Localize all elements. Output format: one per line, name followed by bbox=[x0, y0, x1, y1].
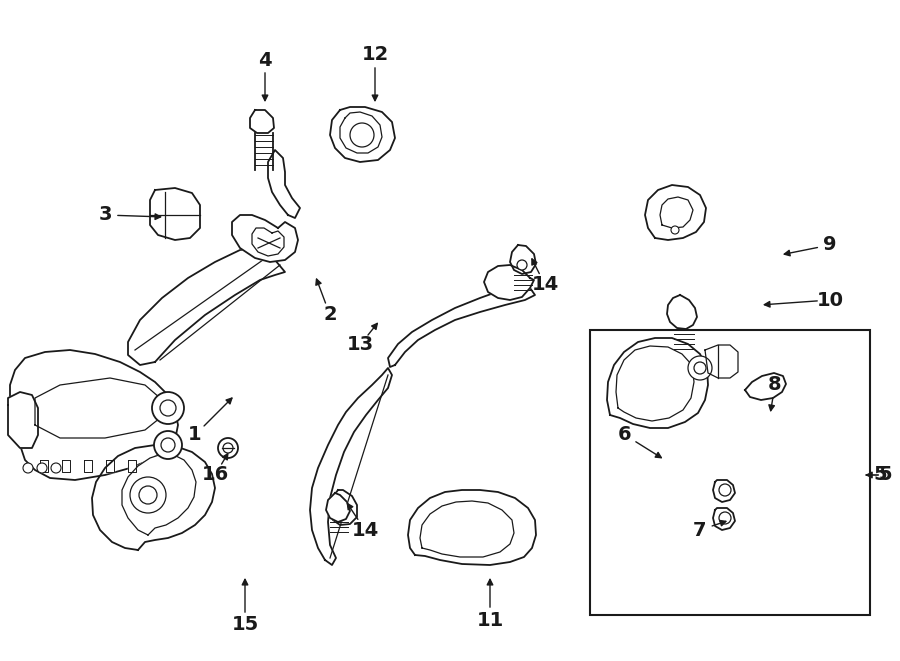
Circle shape bbox=[517, 260, 527, 270]
Circle shape bbox=[719, 484, 731, 496]
Polygon shape bbox=[232, 215, 298, 262]
Text: 11: 11 bbox=[476, 611, 504, 629]
Text: 16: 16 bbox=[202, 465, 229, 485]
Polygon shape bbox=[484, 265, 534, 300]
Text: 14: 14 bbox=[351, 520, 379, 539]
Polygon shape bbox=[340, 112, 382, 153]
Polygon shape bbox=[705, 345, 738, 378]
Circle shape bbox=[139, 486, 157, 504]
Text: 8: 8 bbox=[769, 375, 782, 395]
Circle shape bbox=[130, 477, 166, 513]
Circle shape bbox=[161, 438, 175, 452]
Polygon shape bbox=[35, 378, 160, 438]
Circle shape bbox=[688, 356, 712, 380]
Polygon shape bbox=[62, 460, 70, 472]
Polygon shape bbox=[510, 245, 536, 274]
Polygon shape bbox=[128, 460, 136, 472]
Polygon shape bbox=[310, 368, 392, 565]
Polygon shape bbox=[40, 460, 48, 472]
Polygon shape bbox=[713, 508, 735, 530]
Polygon shape bbox=[420, 501, 514, 557]
Polygon shape bbox=[268, 150, 300, 218]
Circle shape bbox=[152, 392, 184, 424]
Circle shape bbox=[719, 512, 731, 524]
Text: 9: 9 bbox=[824, 235, 837, 254]
Text: 6: 6 bbox=[618, 426, 632, 444]
Text: 5: 5 bbox=[878, 465, 892, 485]
Polygon shape bbox=[713, 480, 735, 502]
Polygon shape bbox=[745, 373, 786, 400]
Polygon shape bbox=[92, 445, 215, 550]
Circle shape bbox=[23, 463, 33, 473]
Polygon shape bbox=[8, 392, 38, 448]
Text: 5: 5 bbox=[873, 465, 886, 485]
Polygon shape bbox=[150, 188, 200, 240]
Polygon shape bbox=[607, 338, 708, 428]
Circle shape bbox=[671, 226, 679, 234]
Circle shape bbox=[350, 123, 374, 147]
Circle shape bbox=[51, 463, 61, 473]
Polygon shape bbox=[122, 454, 196, 535]
Polygon shape bbox=[667, 295, 697, 329]
Polygon shape bbox=[330, 490, 357, 525]
Polygon shape bbox=[616, 346, 694, 421]
Polygon shape bbox=[106, 460, 114, 472]
Text: 3: 3 bbox=[98, 206, 112, 225]
Circle shape bbox=[160, 400, 176, 416]
Polygon shape bbox=[252, 228, 284, 256]
Polygon shape bbox=[84, 460, 92, 472]
Polygon shape bbox=[388, 284, 535, 367]
Text: 12: 12 bbox=[362, 46, 389, 65]
Bar bbox=[590, 330, 870, 615]
Polygon shape bbox=[128, 248, 285, 365]
Text: 2: 2 bbox=[323, 305, 337, 325]
Text: 1: 1 bbox=[188, 426, 202, 444]
Polygon shape bbox=[330, 107, 395, 162]
Text: 15: 15 bbox=[231, 615, 258, 635]
Text: 4: 4 bbox=[258, 50, 272, 69]
Polygon shape bbox=[326, 493, 350, 522]
Circle shape bbox=[223, 443, 233, 453]
Polygon shape bbox=[250, 110, 274, 133]
Text: 14: 14 bbox=[531, 276, 559, 295]
Polygon shape bbox=[408, 490, 536, 565]
Circle shape bbox=[154, 431, 182, 459]
Circle shape bbox=[218, 438, 238, 458]
Text: 10: 10 bbox=[816, 290, 843, 309]
Circle shape bbox=[694, 362, 706, 374]
Polygon shape bbox=[660, 197, 693, 228]
Polygon shape bbox=[645, 185, 706, 240]
Polygon shape bbox=[10, 350, 178, 480]
Text: 13: 13 bbox=[346, 336, 374, 354]
Circle shape bbox=[37, 463, 47, 473]
Text: 7: 7 bbox=[693, 520, 706, 539]
